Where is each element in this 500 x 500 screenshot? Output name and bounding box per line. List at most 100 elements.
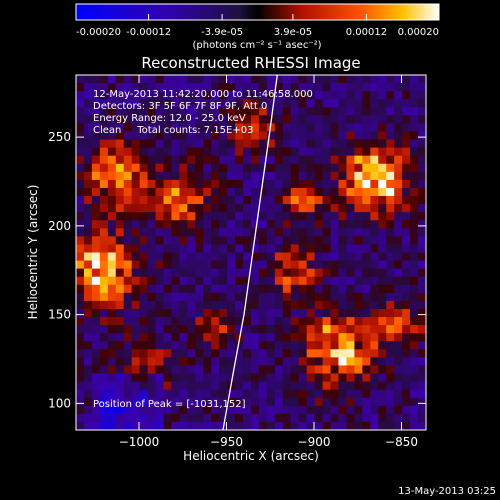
image-pixel — [402, 236, 411, 245]
image-pixel — [330, 357, 339, 366]
image-pixel — [362, 333, 371, 342]
image-pixel — [274, 179, 284, 189]
image-pixel — [219, 83, 228, 92]
image-pixel — [338, 397, 347, 407]
image-pixel — [290, 300, 300, 310]
image-pixel — [107, 91, 117, 100]
image-pixel — [227, 204, 236, 213]
image-pixel — [83, 204, 93, 213]
image-pixel — [330, 131, 339, 140]
image-pixel — [107, 333, 117, 342]
image-pixel — [171, 147, 180, 156]
image-pixel — [306, 421, 315, 430]
image-pixel — [330, 365, 339, 374]
image-pixel — [123, 163, 132, 173]
image-pixel — [354, 397, 363, 407]
image-pixel — [330, 163, 339, 173]
image-pixel — [418, 260, 426, 269]
image-pixel — [418, 389, 426, 399]
image-pixel — [378, 317, 387, 326]
image-pixel — [362, 317, 371, 326]
image-pixel — [147, 187, 156, 197]
image-pixel — [195, 155, 204, 165]
image-pixel — [227, 260, 236, 269]
image-pixel — [163, 365, 172, 374]
image-pixel — [258, 308, 268, 318]
image-pixel — [163, 349, 172, 358]
image-pixel — [171, 341, 180, 350]
image-pixel — [227, 99, 236, 108]
image-pixel — [298, 397, 307, 407]
image-pixel — [171, 236, 180, 245]
image-pixel — [123, 212, 132, 221]
image-pixel — [306, 349, 315, 358]
image-pixel — [378, 260, 387, 269]
image-pixel — [227, 373, 236, 382]
image-pixel — [394, 373, 403, 382]
image-pixel — [235, 317, 244, 326]
image-pixel — [298, 333, 307, 342]
image-pixel — [251, 260, 260, 269]
image-pixel — [187, 373, 196, 382]
image-pixel — [274, 373, 284, 382]
image-pixel — [227, 341, 236, 350]
image-pixel — [346, 91, 355, 100]
image-pixel — [378, 421, 387, 430]
image-pixel — [346, 187, 355, 197]
image-pixel — [163, 260, 172, 269]
image-pixel — [123, 413, 132, 423]
image-pixel — [251, 308, 260, 318]
image-pixel — [115, 236, 125, 245]
image-pixel — [227, 284, 236, 294]
image-pixel — [155, 349, 164, 358]
image-pixel — [83, 284, 93, 294]
image-pixel — [410, 244, 419, 253]
image-pixel — [91, 308, 101, 318]
colorbar-tick-label: -0.00020 — [76, 27, 121, 38]
image-pixel — [266, 413, 276, 423]
image-pixel — [322, 349, 331, 358]
image-pixel — [338, 413, 347, 423]
image-pixel — [314, 397, 323, 407]
image-pixel — [402, 308, 411, 318]
image-pixel — [330, 349, 339, 358]
image-pixel — [338, 292, 347, 302]
image-pixel — [306, 83, 315, 92]
image-pixel — [418, 421, 426, 430]
image-pixel — [418, 115, 426, 124]
image-pixel — [243, 405, 252, 415]
image-pixel — [91, 220, 101, 229]
image-pixel — [211, 349, 220, 358]
image-pixel — [99, 115, 109, 124]
image-pixel — [83, 421, 93, 430]
image-pixel — [378, 244, 387, 253]
image-pixel — [243, 107, 252, 116]
image-pixel — [195, 196, 204, 205]
image-pixel — [115, 292, 125, 302]
image-pixel — [179, 99, 188, 108]
image-pixel — [203, 421, 212, 430]
image-pixel — [330, 341, 339, 350]
image-pixel — [354, 381, 363, 390]
image-pixel — [314, 341, 323, 350]
image-pixel — [76, 341, 85, 350]
image-pixel — [314, 83, 323, 92]
image-pixel — [290, 91, 300, 100]
colorbar: -0.00020 -0.00012 -3.9e-05 3.9e-05 0.00012 0.… — [75, 3, 440, 51]
image-pixel — [219, 389, 228, 399]
image-pixel — [306, 373, 315, 382]
image-pixel — [274, 260, 284, 269]
image-pixel — [314, 365, 323, 374]
image-pixel — [83, 325, 93, 334]
image-pixel — [99, 365, 109, 374]
image-pixel — [155, 83, 164, 92]
image-pixel — [330, 220, 339, 229]
image-pixel — [290, 212, 300, 221]
image-pixel — [298, 413, 307, 423]
image-pixel — [203, 196, 212, 205]
image-pixel — [410, 413, 419, 423]
image-pixel — [139, 171, 148, 181]
image-pixel — [394, 155, 403, 165]
image-pixel — [195, 147, 204, 156]
image-pixel — [147, 155, 156, 165]
